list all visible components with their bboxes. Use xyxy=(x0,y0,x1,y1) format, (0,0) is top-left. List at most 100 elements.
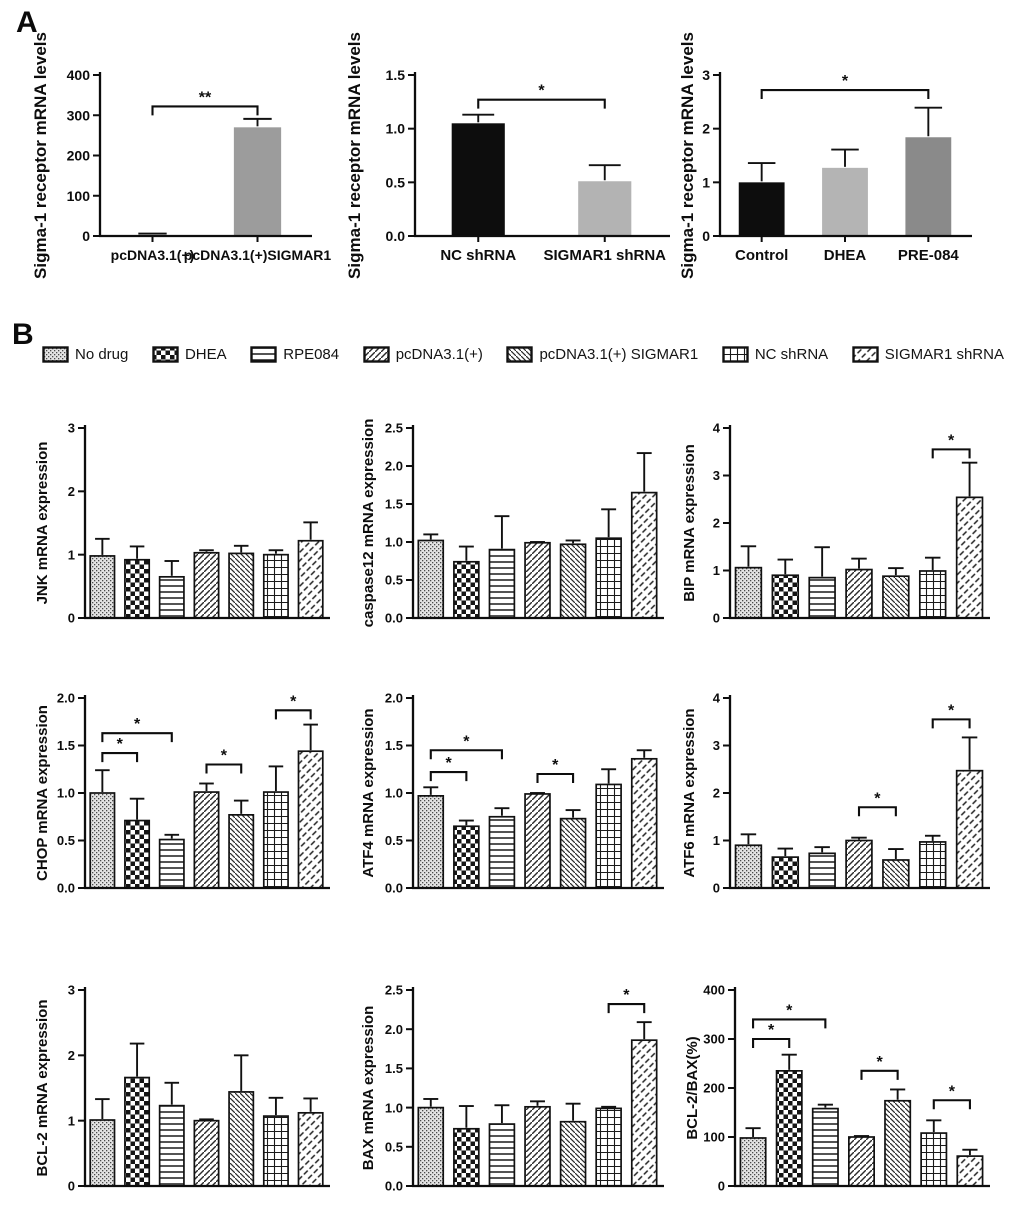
significance-bracket xyxy=(860,1069,899,1080)
legend-swatch-rect xyxy=(152,346,179,363)
x-tick-label: DHEA xyxy=(824,247,867,264)
bar xyxy=(559,817,587,889)
significance-bracket xyxy=(932,1099,971,1110)
significance-bracket xyxy=(101,732,173,743)
bar xyxy=(630,1039,658,1187)
bar xyxy=(193,791,220,889)
bar xyxy=(920,1132,948,1187)
legend-item: pcDNA3.1(+) xyxy=(363,346,483,363)
significance-label: * xyxy=(117,736,124,753)
legend-item: NC shRNA xyxy=(722,346,828,363)
legend-item-label: DHEA xyxy=(184,346,227,363)
legend-item: DHEA xyxy=(152,346,227,363)
bar xyxy=(124,819,151,889)
y-tick-label: 3 xyxy=(713,738,720,753)
x-tick-label: pcDNA3.1(+) xyxy=(111,247,195,263)
legend-swatch-grid-icon xyxy=(722,346,749,363)
y-tick-label: 0 xyxy=(82,228,90,244)
y-tick-label: 0.5 xyxy=(385,573,403,588)
bar xyxy=(158,838,185,889)
y-tick-label: 2.5 xyxy=(385,421,403,436)
y-tick-label: 0.5 xyxy=(386,174,406,190)
y-tick-label: 2.0 xyxy=(385,691,403,706)
y-tick-label: 1 xyxy=(68,547,75,562)
bar xyxy=(297,1111,324,1187)
bar xyxy=(228,1091,255,1187)
y-tick-label: 2 xyxy=(68,1048,75,1063)
bar xyxy=(738,182,785,236)
chart-svg-b4: 0.0 0.5 1.0 1.5 2.0 CHOP mRNA expression * * * * xyxy=(34,691,330,896)
chart-chop: 0.0 0.5 1.0 1.5 2.0 CHOP mRNA expression * * * * xyxy=(0,668,340,910)
y-tick-label: 2.0 xyxy=(385,459,403,474)
legend-item: pcDNA3.1(+) SIGMAR1 xyxy=(506,346,698,363)
bar xyxy=(739,1137,767,1187)
chart-legend: No drug DHEA RPE084 pcDNA3.1(+) pcDNA3.1(+) … xyxy=(42,346,1004,363)
bar xyxy=(559,1120,587,1187)
bar xyxy=(822,167,868,236)
y-tick-label: 1.0 xyxy=(386,121,406,137)
significance-label: * xyxy=(948,702,955,719)
y-axis-label: caspase12 mRNA expression xyxy=(360,419,377,628)
bar xyxy=(595,1107,622,1187)
significance-bracket xyxy=(274,709,312,720)
x-tick-label: PRE-084 xyxy=(898,247,960,264)
legend-swatch-rect xyxy=(506,346,534,363)
significance-label: * xyxy=(134,716,141,733)
panel-a-label: A xyxy=(16,6,38,39)
y-tick-label: 0 xyxy=(718,1179,725,1194)
bar xyxy=(417,539,445,619)
y-tick-label: 2 xyxy=(702,121,710,137)
y-tick-label: 3 xyxy=(713,468,720,483)
significance-bracket xyxy=(931,448,971,459)
bar xyxy=(417,794,445,889)
chart-sigma1-agonists: 0 1 2 3 Sigma-1 receptor mRNA levels Control D… xyxy=(678,20,1020,298)
bar xyxy=(845,568,873,619)
chart-svg-b8: 0.0 0.5 1.0 1.5 2.0 2.5 BAX mRNA expression * xyxy=(360,983,664,1194)
significance-bracket xyxy=(429,771,468,782)
x-tick-label: Control xyxy=(735,247,788,264)
y-tick-label: 0 xyxy=(702,228,710,244)
bar xyxy=(89,792,116,889)
bar xyxy=(524,1105,551,1187)
y-tick-label: 1.5 xyxy=(385,738,403,753)
bar xyxy=(808,852,836,889)
bar xyxy=(158,1104,185,1187)
y-tick-label: 4 xyxy=(713,421,721,436)
bar xyxy=(158,575,185,619)
significance-label: * xyxy=(445,755,452,772)
panel-b-row-3: 0 1 2 3 BCL-2 mRNA expression 0.0 0.5 1.0 1.5 2.… xyxy=(0,948,1020,1212)
bar xyxy=(955,769,984,889)
y-axis-label: Sigma-1 receptor mRNA levels xyxy=(345,32,364,279)
y-axis-label: Sigma-1 receptor mRNA levels xyxy=(31,32,50,279)
chart-svg-b9: 0 100 200 300 400 BCL-2/BAX(%) * * * * xyxy=(684,983,990,1194)
legend-swatch-rect xyxy=(363,346,390,363)
y-axis-label: BAX mRNA expression xyxy=(360,1006,377,1171)
significance-label: ** xyxy=(199,89,212,106)
bar xyxy=(262,553,289,619)
bar xyxy=(845,839,873,889)
legend-swatch-rect xyxy=(852,346,879,363)
significance-label: * xyxy=(842,73,849,90)
panel-b-label: B xyxy=(12,318,34,351)
significance-label: * xyxy=(290,693,297,710)
bar xyxy=(453,560,480,619)
legend-swatch-rect xyxy=(250,346,277,363)
y-tick-label: 400 xyxy=(67,67,91,83)
bar xyxy=(453,825,480,889)
significance-label: * xyxy=(463,733,470,750)
legend-item-label: pcDNA3.1(+) xyxy=(395,346,483,363)
bar xyxy=(124,1076,151,1187)
legend-item: RPE084 xyxy=(250,346,339,363)
y-tick-label: 100 xyxy=(703,1130,725,1145)
y-axis-label: CHOP mRNA expression xyxy=(34,705,51,881)
bar xyxy=(956,1155,984,1187)
significance-bracket xyxy=(205,763,243,774)
significance-label: * xyxy=(552,757,559,774)
y-axis-label: JNK mRNA expression xyxy=(34,442,51,605)
chart-sigma1-knockdown: 0.0 0.5 1.0 1.5 Sigma-1 receptor mRNA levels… xyxy=(340,20,680,298)
chart-svg-b5: 0.0 0.5 1.0 1.5 2.0 ATF4 mRNA expression * * * xyxy=(360,691,664,896)
significance-label: * xyxy=(538,83,545,100)
y-tick-label: 200 xyxy=(703,1081,725,1096)
significance-bracket xyxy=(752,1018,827,1029)
y-axis-label: ATF4 mRNA expression xyxy=(360,708,377,877)
